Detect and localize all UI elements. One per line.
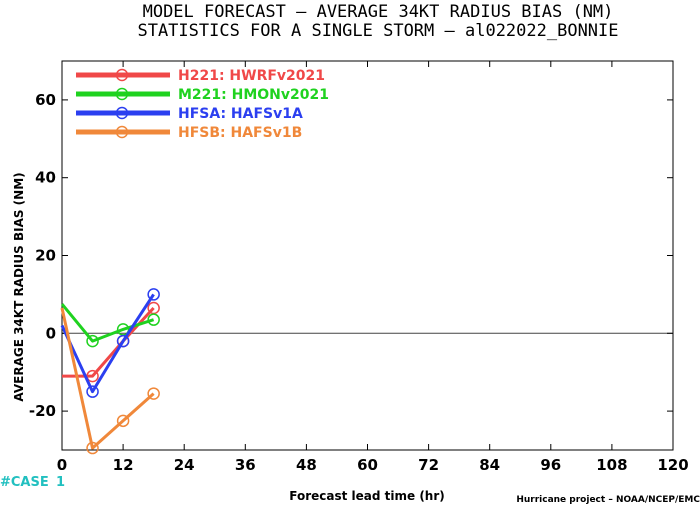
x-tick-label: 0	[57, 456, 67, 474]
y-tick-label: 0	[46, 324, 56, 342]
y-tick-label: 20	[35, 247, 56, 265]
x-tick-label: 60	[357, 456, 378, 474]
credit-text: Hurricane project – NOAA/NCEP/EMC	[516, 495, 700, 505]
x-tick-label: 120	[657, 456, 688, 474]
x-axis-label: Forecast lead time (hr)	[289, 489, 445, 503]
legend-marker-hfsa	[115, 106, 129, 120]
data-point-hfsb	[147, 387, 160, 400]
legend-marker-m221	[115, 87, 129, 101]
legend-entry-hfsa: HFSA: HAFSv1A	[178, 106, 303, 122]
series-line-m221	[60, 303, 155, 343]
plot-frame	[61, 60, 674, 451]
x-tick-label: 12	[113, 456, 134, 474]
series-line-hfsb	[60, 307, 155, 450]
y-tick-label: -20	[29, 402, 56, 420]
legend: H221: HWRFv2021 M221: HMONv2021 HFSA: HAFS…	[76, 68, 329, 141]
y-axis-label: AVERAGE 34KT RADIUS BIAS (NM)	[12, 172, 26, 401]
data-point-m221	[86, 334, 99, 348]
chart-title: MODEL FORECAST – AVERAGE 34KT RADIUS BIA…	[143, 2, 614, 22]
y-tick-label: 60	[35, 91, 56, 109]
legend-marker-hfsb	[115, 125, 129, 139]
chart-subtitle: STATISTICS FOR A SINGLE STORM – al022022…	[137, 21, 618, 41]
y-tick-label: 40	[35, 169, 56, 187]
data-point-hfsa	[116, 334, 130, 348]
x-tick-label: 48	[296, 456, 317, 474]
legend-entry-h221: H221: HWRFv2021	[178, 68, 325, 84]
x-tick-label: 96	[540, 456, 561, 474]
x-tick-label: 24	[174, 456, 195, 474]
data-point-hfsb	[86, 441, 99, 455]
plot-area: -20 0 20 40 60 0 12 24 36 48 60 72 84 96 108 120 H221: H…	[29, 60, 689, 474]
data-point-hfsa	[147, 288, 160, 301]
data-point-hfsb	[116, 414, 130, 428]
legend-entry-hfsb: HFSB: HAFSv1B	[178, 125, 302, 141]
data-point-hfsa	[86, 385, 99, 398]
x-tick-label: 84	[479, 456, 500, 474]
data-point-h221	[86, 369, 99, 383]
legend-marker-h221	[115, 68, 129, 82]
series-line-hfsa	[60, 293, 155, 394]
x-tick-label: 72	[418, 456, 439, 474]
x-tick-label: 36	[235, 456, 256, 474]
x-tick-label: 108	[596, 456, 627, 474]
data-point-m221	[147, 313, 160, 326]
case-label: #CASE	[0, 475, 49, 490]
legend-entry-m221: M221: HMONv2021	[178, 87, 329, 103]
case-count: 1	[56, 475, 65, 490]
